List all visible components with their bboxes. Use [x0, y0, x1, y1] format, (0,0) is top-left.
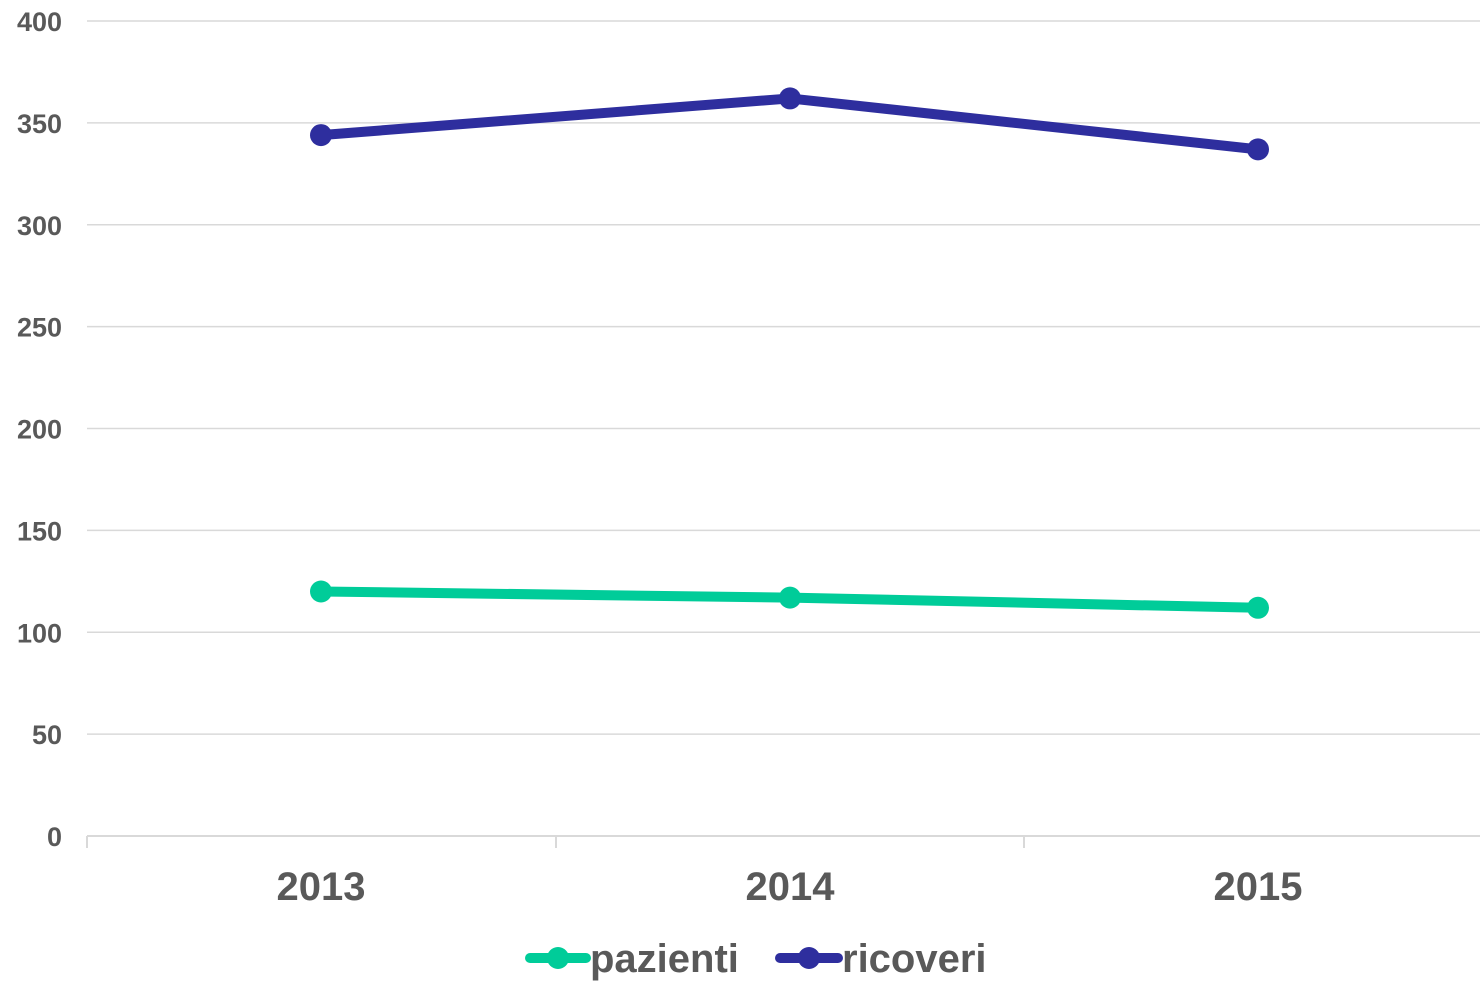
legend: pazienti ricoveri [525, 937, 987, 981]
series-layer [310, 87, 1269, 619]
y-tick-label: 400 [17, 7, 62, 37]
x-axis: 2013 2014 2015 [86, 835, 1480, 909]
legend-swatch-marker [798, 947, 820, 969]
data-point-pazienti [1247, 596, 1269, 619]
legend-label: ricoveri [842, 937, 987, 981]
y-tick-label: 350 [17, 109, 62, 139]
data-point-ricoveri [1247, 138, 1269, 161]
y-axis: 0 50 100 150 200 250 300 350 400 [17, 7, 62, 852]
y-tick-label: 50 [32, 720, 62, 750]
y-tick-label: 100 [17, 618, 62, 648]
y-tick-label: 150 [17, 516, 62, 546]
data-point-pazienti [310, 580, 332, 603]
x-tick-label: 2015 [1214, 865, 1303, 909]
data-point-ricoveri [779, 87, 801, 110]
x-tick-label: 2014 [746, 865, 836, 909]
y-tick-label: 0 [47, 822, 62, 852]
data-point-pazienti [779, 586, 801, 609]
legend-label: pazienti [590, 937, 739, 981]
x-tick-label: 2013 [277, 865, 366, 909]
series-pazienti [310, 580, 1269, 619]
legend-item-ricoveri: ricoveri [775, 937, 987, 981]
y-tick-label: 200 [17, 415, 62, 445]
data-point-ricoveri [310, 124, 332, 147]
grid-layer [87, 20, 1480, 735]
legend-item-pazienti: pazienti [525, 937, 739, 981]
y-tick-label: 250 [17, 313, 62, 343]
y-tick-label: 300 [17, 211, 62, 241]
legend-swatch-marker [547, 947, 569, 969]
series-ricoveri [310, 87, 1269, 161]
